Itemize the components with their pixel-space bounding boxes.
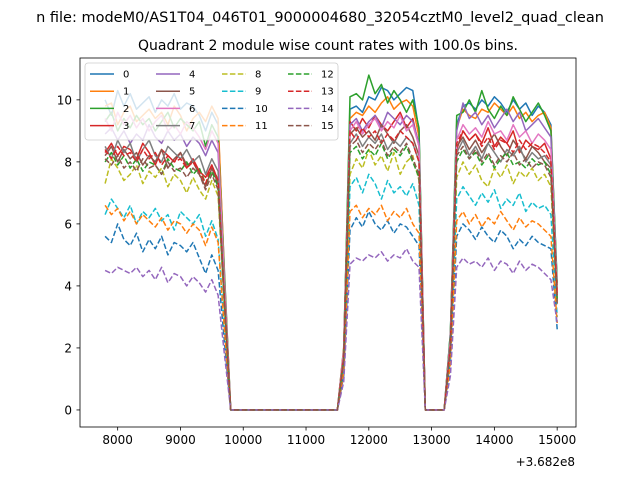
- legend-label-13: 13: [321, 87, 334, 98]
- y-tick-label: 6: [64, 217, 72, 231]
- x-axis: 8000 9000 10000 11000 12000 13000 14000 15000: [102, 427, 576, 447]
- y-axis: 0 2 4 6 8 10: [57, 93, 80, 417]
- legend-label-8: 8: [255, 70, 261, 81]
- legend-label-1: 1: [123, 87, 129, 98]
- legend-label-5: 5: [189, 87, 195, 98]
- series-line-9: [104, 173, 558, 411]
- legend-label-3: 3: [123, 121, 129, 132]
- x-tick-label: 8000: [102, 433, 133, 447]
- series-line-1: [104, 96, 558, 411]
- x-tick-label: 13000: [413, 433, 451, 447]
- plot-area: [79, 57, 577, 428]
- legend-label-2: 2: [123, 104, 129, 115]
- legend-frame: [84, 62, 339, 141]
- legend-label-14: 14: [321, 104, 334, 115]
- series-line-8: [104, 148, 558, 411]
- legend-label-15: 15: [321, 121, 334, 132]
- series-lines: [104, 74, 558, 411]
- series-line-11: [104, 204, 558, 411]
- series-line-7: [104, 133, 558, 411]
- series-line-14: [104, 247, 558, 411]
- legend-label-7: 7: [189, 121, 195, 132]
- x-tick-label: 12000: [350, 433, 388, 447]
- x-tick-label: 10000: [224, 433, 262, 447]
- x-axis-offset-label: +3.682e8: [516, 455, 575, 469]
- x-tick-label: 14000: [475, 433, 513, 447]
- legend-label-10: 10: [255, 104, 268, 115]
- x-tick-label: 9000: [165, 433, 196, 447]
- legend-label-9: 9: [255, 87, 261, 98]
- series-line-3: [104, 111, 558, 411]
- plot-frame: [79, 57, 577, 428]
- y-tick-label: 0: [64, 403, 72, 417]
- series-line-15: [104, 139, 558, 411]
- x-tick-label: 11000: [287, 433, 325, 447]
- series-line-10: [104, 210, 558, 411]
- chart-title: Quadrant 2 module wise count rates with …: [138, 38, 518, 54]
- series-line-4: [104, 102, 558, 411]
- y-tick-label: 10: [57, 93, 72, 107]
- legend-label-0: 0: [123, 70, 129, 81]
- y-tick-label: 8: [64, 155, 72, 169]
- legend-label-12: 12: [321, 70, 334, 81]
- legend-label-6: 6: [189, 104, 195, 115]
- x-tick-label: 15000: [538, 433, 576, 447]
- series-line-13: [104, 127, 558, 411]
- series-line-5: [104, 123, 558, 411]
- legend-label-4: 4: [189, 70, 195, 81]
- y-tick-label: 4: [64, 279, 72, 293]
- y-tick-label: 2: [64, 341, 72, 355]
- series-line-6: [104, 111, 558, 411]
- legend-label-11: 11: [255, 121, 268, 132]
- figure-suptitle: n file: modeM0/AS1T04_046T01_9000004680_…: [36, 10, 604, 26]
